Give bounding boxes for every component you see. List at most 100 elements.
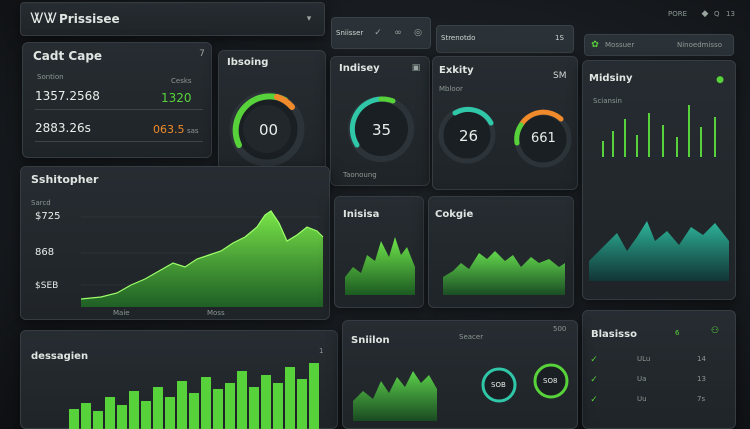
gauge-3-tag: SM	[553, 71, 567, 81]
gauge-card-3: Exkity SM Mbloor 26 661	[432, 56, 578, 190]
gear-icon[interactable]: ✿	[591, 40, 599, 50]
bottom-mid-sub: Seacer	[459, 333, 484, 341]
gauge-3-title: Exkity	[439, 65, 474, 76]
table-icon: 6	[675, 329, 680, 337]
gauge-2-svg	[348, 96, 414, 162]
user-icon[interactable]: ⚇	[710, 326, 720, 336]
mid-chart-card-1: Inisisa	[334, 196, 424, 308]
gauge-1-svg	[229, 91, 305, 167]
right-sub: Sciansin	[593, 97, 622, 105]
chevron-down-icon[interactable]: ▾	[306, 14, 312, 24]
right-title: Midsiny	[589, 73, 633, 84]
cash-row1-left: 1357.2568	[35, 89, 100, 103]
mid-chart-1-svg	[345, 237, 415, 295]
cash-col2: Cesks	[171, 77, 192, 85]
header-right: Q	[714, 10, 720, 18]
scroll-x2: Moss	[207, 309, 225, 317]
bottom-left-tag: 1	[319, 347, 324, 355]
app-title: Prissisee	[59, 12, 120, 26]
gauge-2-arc	[349, 96, 384, 148]
table-row[interactable]: ✓ Uu 7s	[589, 393, 731, 409]
gauge-card-2: Indisey ▣ 35 Taonoung	[330, 56, 430, 186]
check-icon: ✓	[590, 395, 598, 405]
scroll-chart-card: Sshitopher Sarcd $725 868 $SEB Maie Moss	[20, 166, 330, 320]
bottom-mid-tag: 500	[553, 325, 567, 333]
cash-col1: Sontion	[37, 73, 64, 81]
table-title: Blasisso	[591, 329, 637, 340]
logo-icon: ᏔᏔ	[30, 11, 58, 27]
header-right2: 13	[726, 10, 735, 18]
link-icon[interactable]: ∞	[394, 28, 402, 38]
bottom-mid-svg	[353, 363, 569, 421]
gauge-4-arc-green	[514, 122, 524, 146]
table-row[interactable]: ✓ ULu 14	[589, 353, 731, 369]
scroll-v1: $725	[35, 211, 61, 222]
tab-badge: 1S	[555, 34, 564, 42]
tab-strenotdo[interactable]: Strenotdo 1S	[436, 25, 574, 53]
cash-row2-right: 063.5	[153, 123, 185, 136]
cash-card: Cadt Cape 7 Sontion Cesks 1357.2568 1320…	[22, 42, 212, 158]
search-box[interactable]: Sniisser ✓ ∞ ◎	[331, 17, 431, 49]
row-b: 13	[697, 375, 706, 383]
right-header-mid: Ninoedmisso	[677, 41, 722, 49]
row-b: 7s	[697, 395, 706, 403]
gauge-2-value: 35	[372, 121, 392, 139]
check-icon: ✓	[590, 375, 598, 385]
right-header-label: Mossuer	[605, 41, 635, 49]
bottom-left-title: dessagien	[31, 351, 89, 362]
mid-chart-2-svg	[443, 251, 565, 295]
cash-title: Cadt Cape	[33, 49, 103, 63]
scroll-sub: Sarcd	[31, 199, 51, 207]
gauge-2-arc-green	[378, 96, 396, 104]
check-icon: ✓	[590, 355, 598, 365]
mid-chart-1-title: Inisisa	[343, 209, 380, 220]
refresh-icon[interactable]: ◎	[414, 28, 422, 38]
bottom-left-card: dessagien 1	[20, 330, 338, 429]
circle-icon[interactable]: ●	[716, 75, 724, 85]
right-chart-svg	[589, 105, 729, 281]
search-label: Sniisser	[336, 29, 364, 37]
gauge-3-label: Mbloor	[439, 85, 463, 93]
gauge-2-label: Taonoung	[343, 171, 377, 179]
scroll-v3: $SEB	[35, 281, 59, 291]
gauge-3-svg	[438, 106, 572, 168]
divider	[35, 109, 203, 110]
gauge-3-value: 26	[459, 127, 479, 145]
bottom-mid-g1: SOB	[491, 381, 506, 389]
bottom-mid-g2: SO8	[543, 377, 558, 385]
header-status: PORE	[668, 10, 688, 18]
divider	[35, 141, 203, 142]
right-header: ✿ Mossuer Ninoedmisso	[584, 34, 734, 56]
mid-chart-2-title: Cokgie	[435, 209, 474, 220]
cash-row2-left: 2883.26s	[35, 121, 91, 135]
table-row[interactable]: ✓ Ua 13	[589, 373, 731, 389]
bottom-mid-card: Sniilon Seacer 500 SOB SO8	[342, 320, 578, 429]
scroll-chart-svg	[80, 210, 324, 307]
row-a: ULu	[637, 355, 651, 363]
gauge-4-arc-orange	[518, 109, 564, 128]
bottom-mid-title: Sniilon	[351, 335, 390, 346]
pencil-icon[interactable]: 7	[199, 49, 205, 59]
gauge-2-title: Indisey	[339, 63, 380, 74]
gauge-3-arc	[452, 106, 494, 126]
scroll-v2: 868	[35, 247, 55, 258]
gauge-1-value: 00	[259, 121, 279, 139]
cash-row1-right: 1320	[161, 91, 192, 105]
scroll-x1: Maie	[113, 309, 130, 317]
row-b: 14	[697, 355, 706, 363]
gauge-1-title: Ibsoing	[227, 57, 269, 68]
cash-row2-unit: sas	[187, 127, 199, 135]
bottom-left-svg	[69, 363, 319, 429]
tab-label: Strenotdo	[441, 34, 476, 42]
gauge-4-value: 661	[531, 131, 556, 146]
gauge-card-1: Ibsoing 00	[218, 50, 326, 188]
row-a: Uu	[637, 395, 647, 403]
scroll-area	[81, 211, 323, 307]
shield-icon[interactable]: ◆	[701, 9, 709, 19]
gauge-1-arc-accent	[274, 94, 295, 110]
check-icon[interactable]: ✓	[374, 28, 382, 38]
row-a: Ua	[637, 375, 647, 383]
mid-chart-card-2: Cokgie	[428, 196, 574, 308]
scroll-title: Sshitopher	[31, 173, 99, 186]
settings-icon[interactable]: ▣	[411, 63, 421, 73]
